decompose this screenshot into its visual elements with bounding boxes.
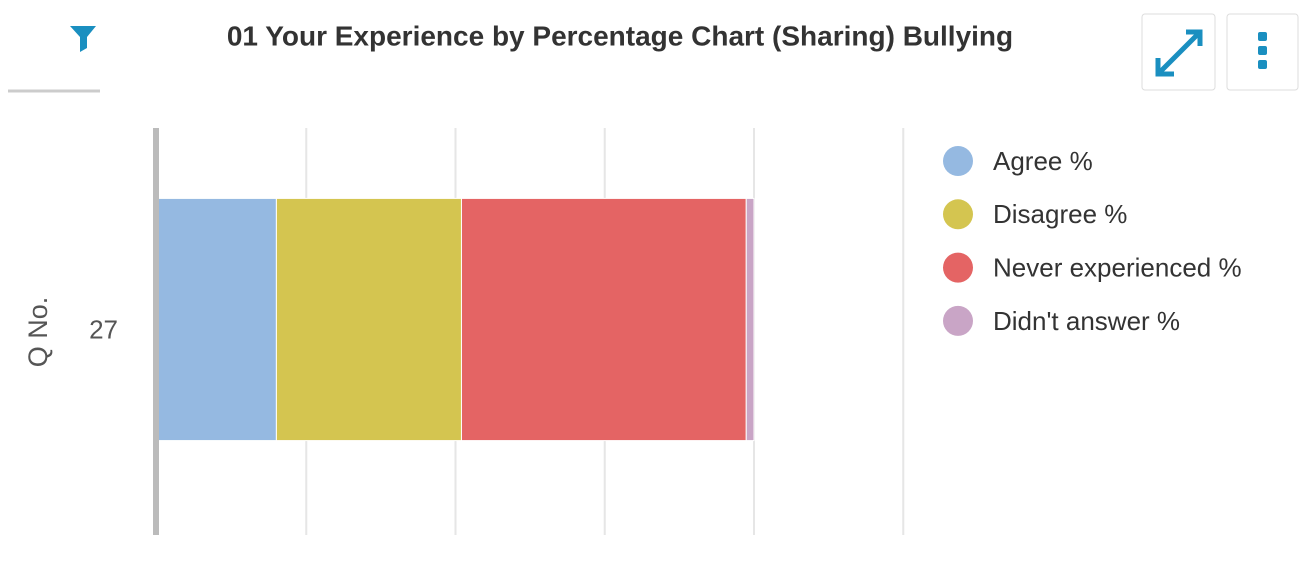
y-axis-label: Q No. xyxy=(23,297,53,368)
legend-label: Didn't answer % xyxy=(993,306,1180,336)
bar-segment xyxy=(745,197,755,442)
legend-swatch xyxy=(943,146,973,176)
legend-label: Never experienced % xyxy=(993,252,1242,282)
legend-swatch xyxy=(943,305,973,336)
more-icon-dot xyxy=(1258,60,1267,69)
expand-button[interactable] xyxy=(1141,13,1216,91)
more-button[interactable] xyxy=(1226,13,1299,91)
bar-segment xyxy=(275,197,462,442)
bar-segment xyxy=(460,197,747,442)
chart-title: 01 Your Experience by Percentage Chart (… xyxy=(227,20,1013,51)
legend-swatch xyxy=(943,252,973,283)
more-icon-dot xyxy=(1258,32,1267,41)
legend-swatch xyxy=(943,199,973,230)
expand-icon xyxy=(1155,29,1203,77)
bar-segment xyxy=(156,197,277,442)
more-icon-dot xyxy=(1258,46,1267,55)
filter-button[interactable] xyxy=(8,0,100,93)
legend-label: Agree % xyxy=(993,146,1093,176)
filter-icon xyxy=(70,26,96,52)
legend-label: Disagree % xyxy=(993,199,1127,229)
y-tick-label: 27 xyxy=(89,314,118,344)
